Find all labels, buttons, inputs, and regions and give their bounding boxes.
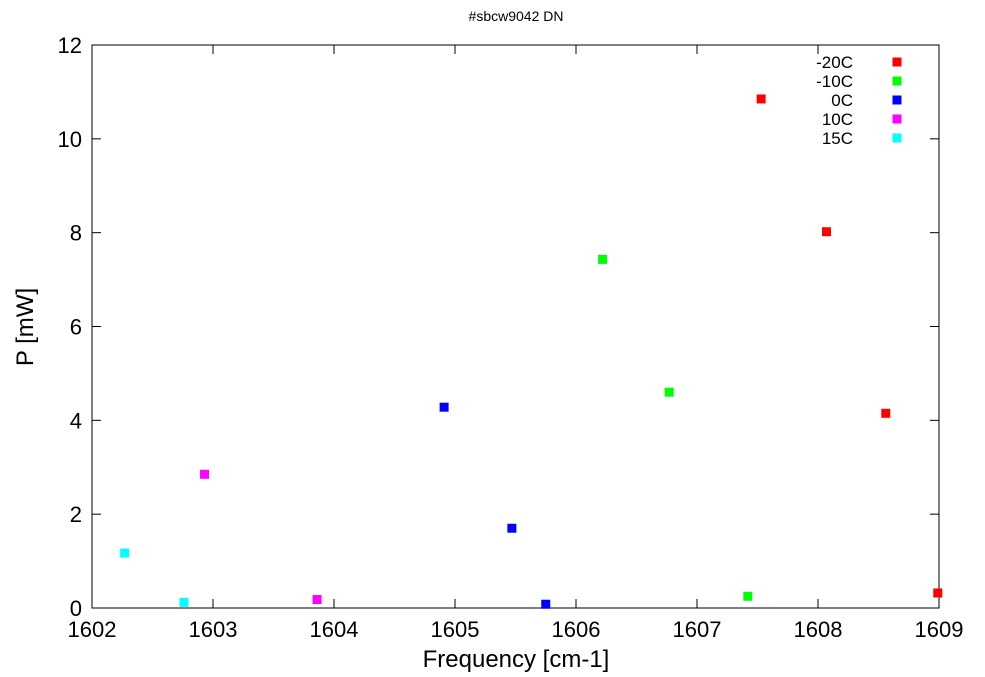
- x-tick-label: 1607: [673, 617, 722, 642]
- y-tick-label: 8: [70, 221, 82, 246]
- data-point: [541, 599, 551, 609]
- data-point: [933, 588, 943, 598]
- plot-frame: [91, 44, 940, 609]
- data-point: [200, 469, 210, 479]
- legend-label: -20C: [816, 53, 853, 72]
- x-tick-label: 1609: [915, 617, 964, 642]
- x-tick-label: 1604: [310, 617, 359, 642]
- y-tick-label: 2: [70, 502, 82, 527]
- legend-marker: [892, 95, 902, 105]
- legend-marker: [892, 114, 902, 124]
- legend-label: 15C: [822, 129, 853, 148]
- data-point: [756, 94, 766, 104]
- data-point: [312, 595, 322, 605]
- x-tick-label: 1603: [189, 617, 238, 642]
- data-point: [507, 523, 517, 533]
- x-tick-label: 1605: [431, 617, 480, 642]
- x-tick-label: 1608: [794, 617, 843, 642]
- legend-label: 0C: [831, 91, 853, 110]
- legend-marker: [892, 133, 902, 143]
- legend-label: 10C: [822, 110, 853, 129]
- x-axis-label: Frequency [cm-1]: [423, 646, 610, 673]
- ticks: 1602 1603 1604 1605 1606 1607 1608 1609 0 2 4 6 8 10 1…: [58, 33, 964, 642]
- data-point: [179, 597, 189, 607]
- axes: [91, 44, 940, 609]
- data-point: [821, 227, 831, 237]
- data-point: [743, 591, 753, 601]
- x-tick-label: 1606: [552, 617, 601, 642]
- data-points: [120, 94, 943, 609]
- y-tick-label: 6: [70, 315, 82, 340]
- data-point: [881, 408, 891, 418]
- legend-marker: [892, 76, 902, 86]
- y-tick-label: 12: [58, 33, 82, 58]
- chart-title: #sbcw9042 DN: [469, 8, 564, 24]
- x-tick-label: 1602: [68, 617, 117, 642]
- y-tick-label: 0: [70, 596, 82, 621]
- data-point: [664, 387, 674, 397]
- y-tick-label: 10: [58, 127, 82, 152]
- data-point: [439, 402, 449, 412]
- y-tick-label: 4: [70, 408, 82, 433]
- y-axis-label: P [mW]: [12, 288, 39, 366]
- legend-label: -10C: [816, 72, 853, 91]
- data-point: [598, 254, 608, 264]
- legend-marker: [892, 57, 902, 67]
- data-point: [120, 548, 130, 558]
